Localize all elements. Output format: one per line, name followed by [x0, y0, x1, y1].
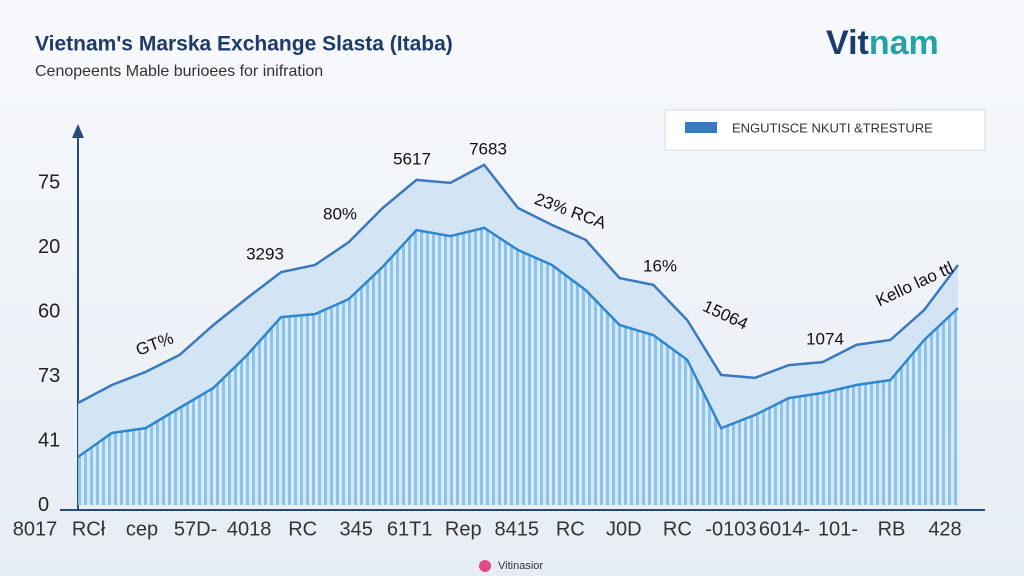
lower-line [77, 226, 959, 459]
y-axis-label: 75 [38, 171, 60, 193]
footer-text: Vitinasior [498, 560, 543, 572]
annotation: 7683 [469, 139, 507, 158]
x-tick-label: RC [556, 518, 585, 540]
x-tick-label: 428 [928, 518, 961, 540]
annotation: 5617 [393, 149, 431, 168]
y-axis-label: 73 [38, 365, 60, 387]
x-tick-label: cep [126, 518, 158, 540]
annotation: 80% [323, 204, 357, 223]
chart-subtitle: Cenopeents Mable burioees for inifration [35, 63, 323, 80]
annotation: 16% [643, 256, 677, 275]
x-tick-label: 345 [339, 518, 372, 540]
legend-box [664, 109, 986, 151]
y-axis-label: 0 [38, 494, 49, 516]
x-tick-label: J0D [606, 518, 642, 540]
y-axis-label: 60 [38, 300, 60, 322]
upper-line [77, 163, 959, 405]
legend-swatch [685, 122, 717, 133]
x-tick-label: RB [878, 518, 906, 540]
x-tick-label: 8415 [495, 518, 540, 540]
footer-icon [479, 560, 491, 572]
lower-area [78, 227, 958, 505]
x-tick-label: 61T1 [387, 518, 433, 540]
x-tick-label: 4018 [227, 518, 272, 540]
annotation: 3293 [246, 244, 284, 263]
annotation: 1074 [806, 329, 844, 348]
x-tick-label: 8017 [13, 518, 58, 540]
brand-rest: nam [869, 24, 939, 62]
x-tick-label: 101- [818, 518, 858, 540]
brand-logo: Vitnam [826, 24, 939, 62]
chart-title: Vietnam's Marska Exchange Slasta (Itaba) [35, 33, 453, 56]
x-tick-label: 6014- [759, 518, 810, 540]
x-tick-label: 57D- [174, 518, 217, 540]
x-tick-label: -0103 [705, 518, 756, 540]
x-tick-label: RCł [72, 518, 106, 540]
y-axis-arrow [72, 124, 84, 138]
brand-prefix: Vit [826, 24, 869, 62]
y-axis-label: 20 [38, 236, 60, 258]
y-axis-label: 41 [38, 429, 60, 451]
x-tick-label: RC [288, 518, 317, 540]
legend-label: ENGUTISCE NKUTI &TRESTURE [732, 120, 933, 135]
x-tick-label: Rep [445, 518, 482, 540]
x-tick-label: RC [663, 518, 692, 540]
